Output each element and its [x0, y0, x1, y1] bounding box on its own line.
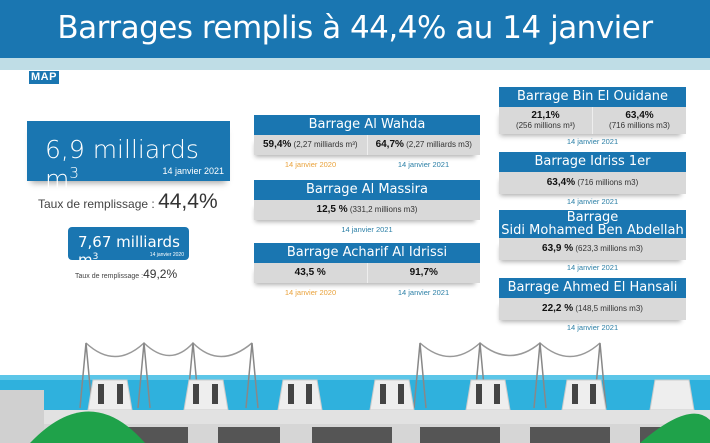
dam-value-2021: 12,5 % (331,2 millions m3)	[316, 204, 418, 215]
dam-name: Barrage Ahmed El Hansali	[499, 278, 686, 298]
previous-volume: 7,67 milliards m3	[78, 233, 180, 269]
dam-card-al-wahda: Barrage Al Wahda 59,4% (2,27 milliards m…	[254, 115, 480, 169]
previous-date: 14 janvier 2020	[149, 252, 184, 258]
dam-name: Barrage Al Wahda	[254, 115, 480, 135]
dam-value-2021: 91,7%	[366, 263, 481, 283]
dam-value-2021: 64,7% (2,27 milliards m3)	[366, 135, 481, 155]
dam-value-2021: 22,2 % (148,5 millions m3)	[542, 303, 643, 314]
dam-date: 14 janvier 2021	[397, 288, 450, 297]
dam-date: 14 janvier 2021	[566, 263, 619, 272]
header-stripe	[0, 58, 710, 70]
dam-date: 14 janvier 2021	[341, 225, 393, 234]
dam-value-2021: 63,4% (716 millions m3)	[546, 177, 639, 188]
dam-card-al-massira: Barrage Al Massira 12,5 % (331,2 million…	[254, 180, 480, 234]
dam-name: Barrage Acharif Al Idrissi	[254, 243, 480, 263]
dam-value-2020: 59,4% (2,27 milliards m³)	[262, 139, 358, 150]
dam-name: Barrage Sidi Mohamed Ben Abdellah	[499, 210, 686, 238]
dam-illustration	[0, 341, 710, 443]
page-title: Barrages remplis à 44,4% au 14 janvier	[0, 0, 710, 58]
dam-date: 14 janvier 2020	[284, 160, 337, 169]
dam-card-acharif-al-idrissi: Barrage Acharif Al Idrissi 43,5 % 91,7% …	[254, 243, 480, 297]
total-volume: 6,9 milliards m3	[45, 135, 199, 194]
dam-value-2020: 21,1% (256 millions m³)	[515, 109, 576, 130]
dam-card-idriss-1er: Barrage Idriss 1er 63,4% (716 millions m…	[499, 152, 686, 206]
dam-name: Barrage Al Massira	[254, 180, 480, 200]
dam-card-sidi-mohamed-ben-abdellah: Barrage Sidi Mohamed Ben Abdellah 63,9 % …	[499, 210, 686, 272]
map-logo: MAP	[29, 71, 59, 84]
dam-value-2021: 63,9 % (623,3 millions m3)	[542, 243, 643, 254]
previous-fill-rate: Taux de remplissage :49,2%	[75, 267, 178, 281]
dam-card-ahmed-el-hansali: Barrage Ahmed El Hansali 22,2 % (148,5 m…	[499, 278, 686, 332]
dam-name: Barrage Idriss 1er	[499, 152, 686, 172]
total-date: 14 janvier 2021	[162, 166, 224, 176]
total-fill-rate: Taux de remplissage : 44,4%	[38, 190, 218, 213]
dam-card-bin-el-ouidane: Barrage Bin El Ouidane 21,1% (256 million…	[499, 87, 686, 146]
dam-date: 14 janvier 2021	[566, 197, 619, 206]
dam-date: 14 janvier 2021	[566, 323, 619, 332]
dam-date: 14 janvier 2021	[397, 160, 450, 169]
previous-volume-card: 7,67 milliards m3 14 janvier 2020	[68, 227, 189, 269]
dam-date: 14 janvier 2020	[284, 288, 337, 297]
dam-date: 14 janvier 2021	[566, 137, 619, 146]
total-volume-card: 6,9 milliards m3 14 janvier 2021	[27, 121, 230, 193]
dam-value-2021: 63,4% (716 millions m3)	[592, 107, 686, 134]
dam-value-2020: 43,5 %	[294, 267, 326, 278]
dam-name: Barrage Bin El Ouidane	[499, 87, 686, 107]
